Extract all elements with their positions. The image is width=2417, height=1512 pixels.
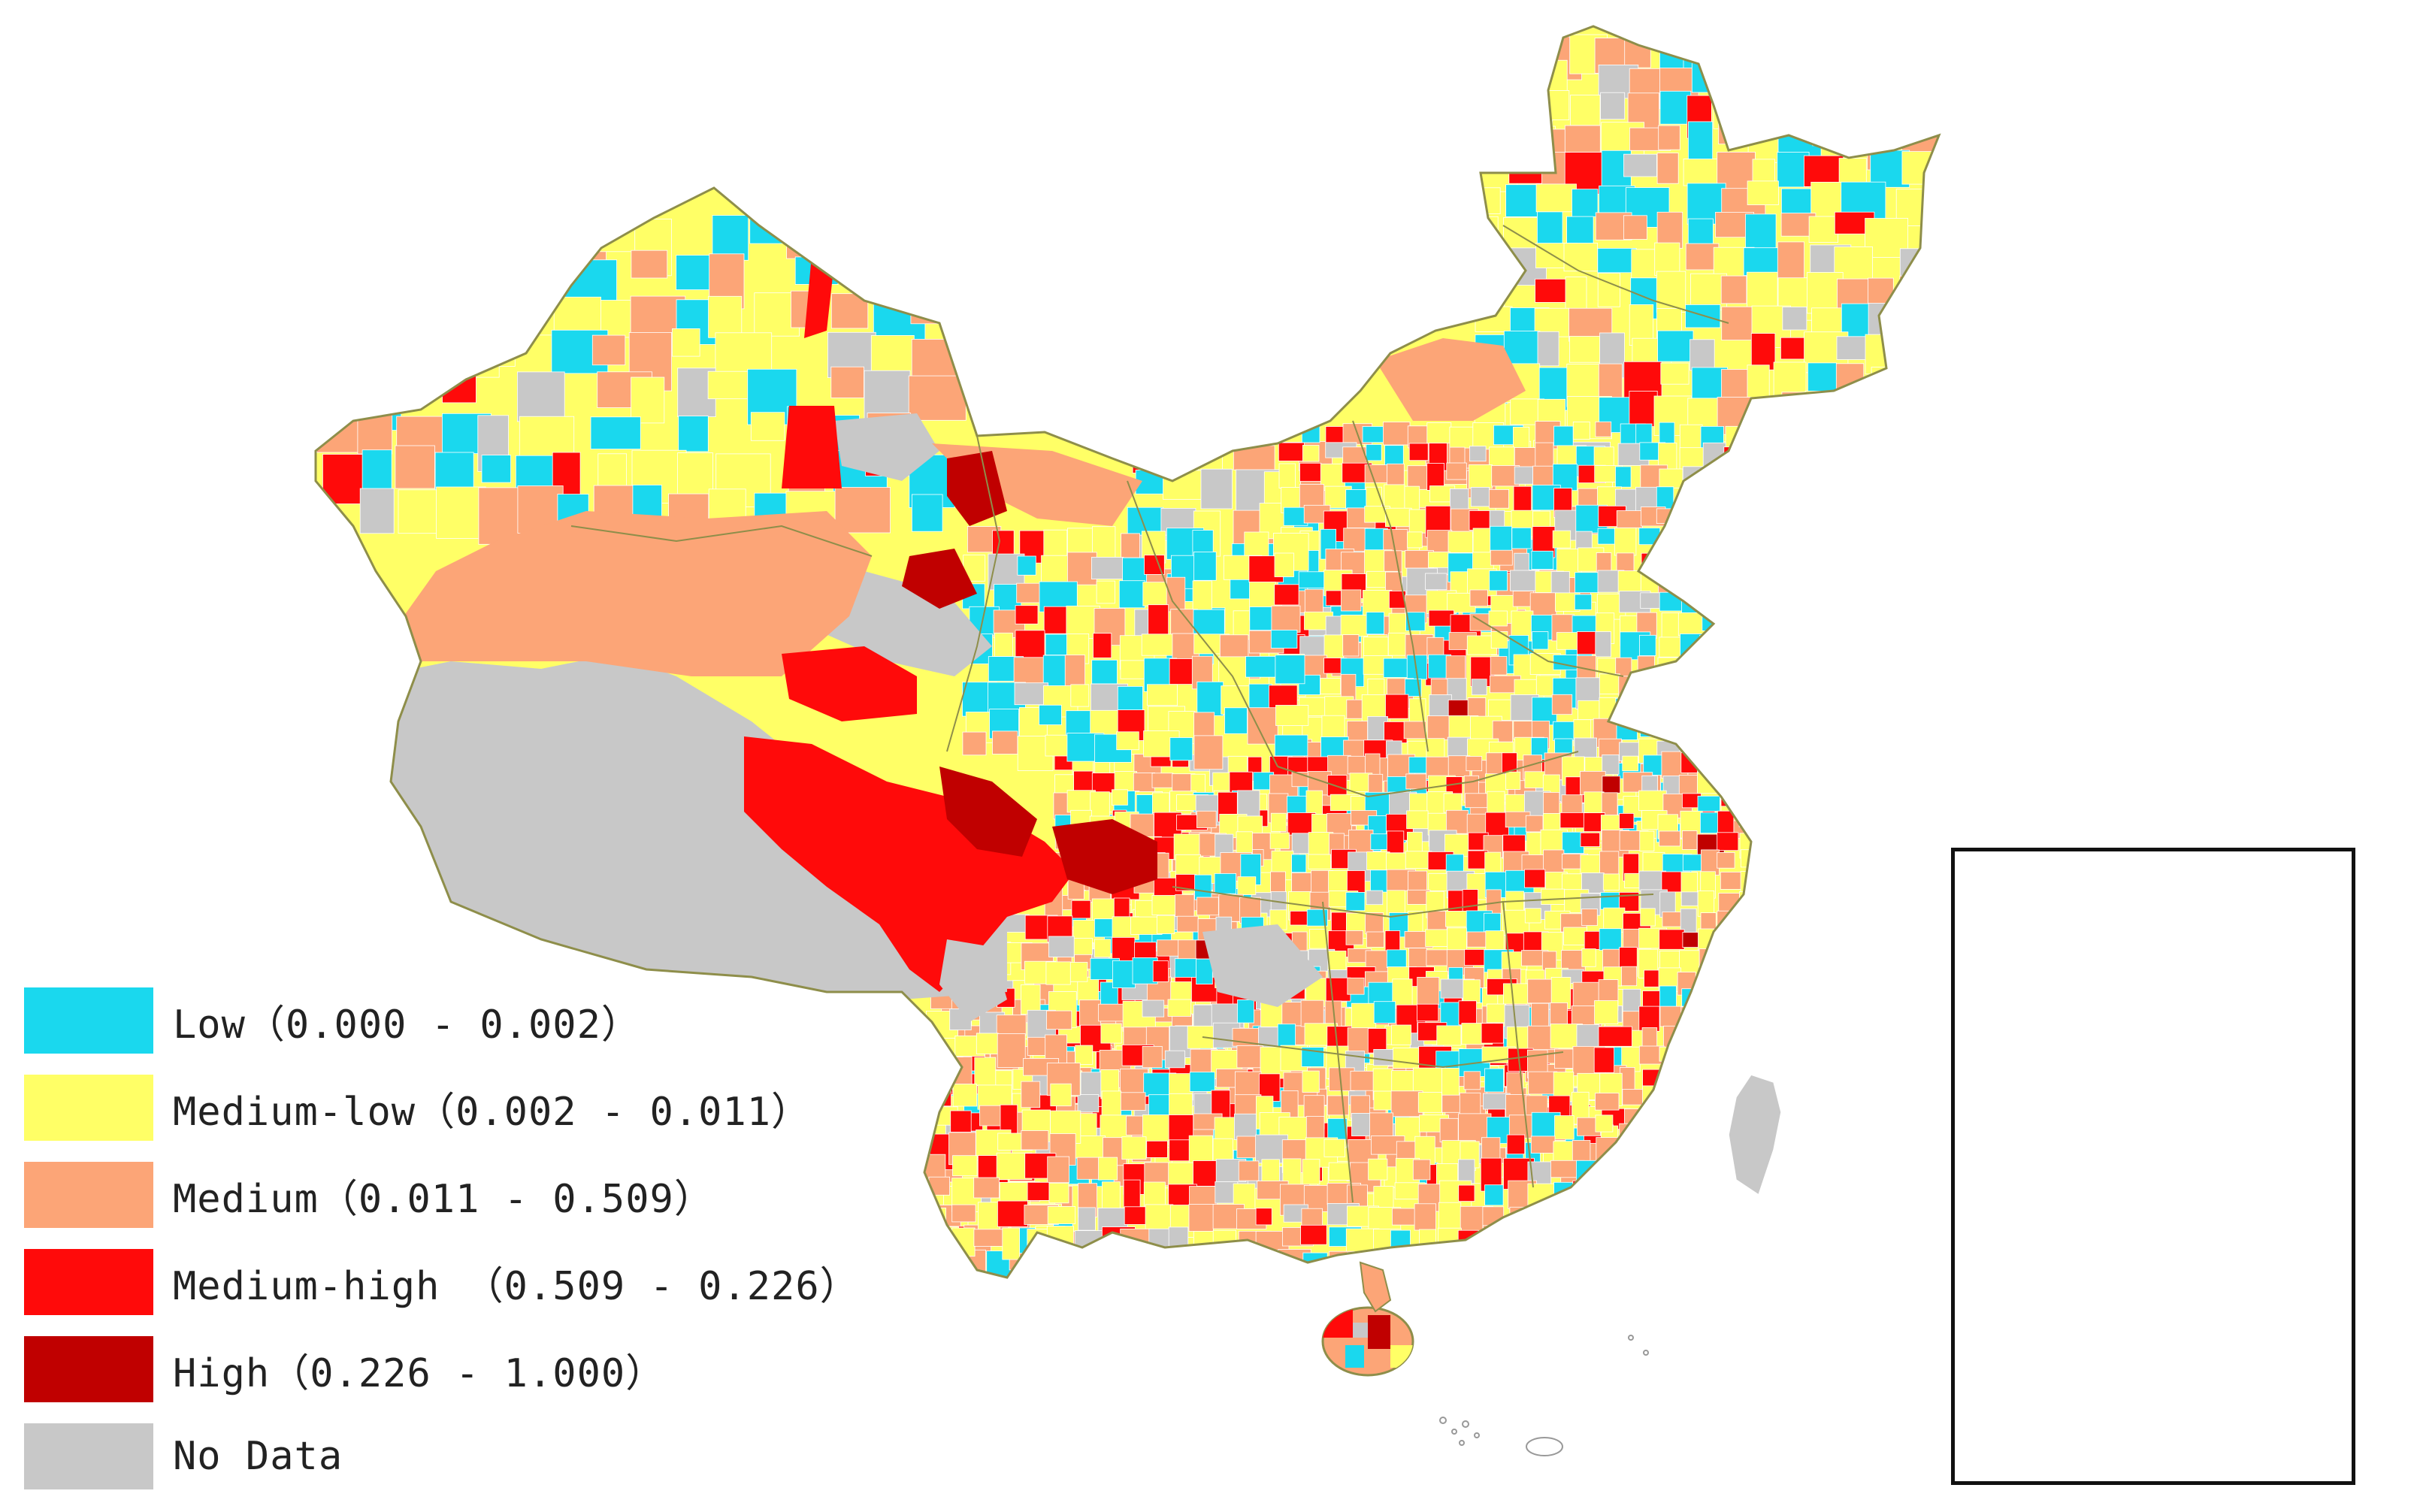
legend-swatch-medium-low — [24, 1075, 153, 1141]
legend-item-medium: Medium（0.011 - 0.509） — [24, 1151, 926, 1238]
legend-swatch-medium-high — [24, 1249, 153, 1315]
medium-region-south-xinjiang — [398, 511, 872, 676]
legend-item-medium-low: Medium-low（0.002 - 0.011） — [24, 1064, 926, 1151]
hainan-island — [1321, 1306, 1414, 1377]
south-china-sea-inset-frame — [1951, 848, 2355, 1485]
high-cluster-west-sichuan — [939, 767, 1037, 857]
legend-label-no-data: No Data — [173, 1434, 343, 1479]
province-borders — [570, 225, 1729, 1203]
legend-item-high: High（0.226 - 1.000） — [24, 1326, 926, 1413]
no-data-southwest — [1202, 924, 1323, 1007]
legend-label-high: High（0.226 - 1.000） — [173, 1350, 666, 1396]
medium-high-qinghai-block — [782, 646, 917, 721]
high-block-gansu-2 — [902, 549, 977, 609]
map-legend: Low（0.000 - 0.002） Medium-low（0.002 - 0.… — [24, 977, 926, 1500]
legend-swatch-high — [24, 1336, 153, 1402]
medium-high-xinjiang-block-2 — [804, 256, 834, 338]
medium-high-xinjiang-block — [782, 406, 842, 488]
legend-item-low: Low（0.000 - 0.002） — [24, 977, 926, 1064]
no-data-region-tibet — [376, 654, 1007, 999]
legend-swatch-medium — [24, 1162, 153, 1228]
legend-label-medium-high: Medium-high （0.509 - 0.226） — [173, 1263, 860, 1309]
legend-label-medium: Medium（0.011 - 0.509） — [173, 1176, 714, 1222]
legend-swatch-no-data — [24, 1423, 153, 1489]
legend-swatch-low — [24, 987, 153, 1054]
high-cluster-east-sichuan — [1052, 819, 1157, 894]
legend-item-no-data: No Data — [24, 1413, 926, 1500]
no-data-yunnan — [939, 939, 1007, 1022]
legend-item-medium-high: Medium-high （0.509 - 0.226） — [24, 1238, 926, 1326]
leizhou-peninsula — [1359, 1261, 1392, 1313]
no-data-region-xinjiang — [834, 413, 939, 481]
legend-label-medium-low: Medium-low（0.002 - 0.011） — [173, 1089, 812, 1135]
medium-region-inner-mongolia — [1375, 338, 1526, 421]
high-cluster-sichuan — [744, 736, 1075, 992]
legend-label-low: Low（0.000 - 0.002） — [173, 1002, 641, 1048]
south-sea-islands — [1439, 1335, 1649, 1456]
taiwan-island — [1728, 1074, 1782, 1196]
